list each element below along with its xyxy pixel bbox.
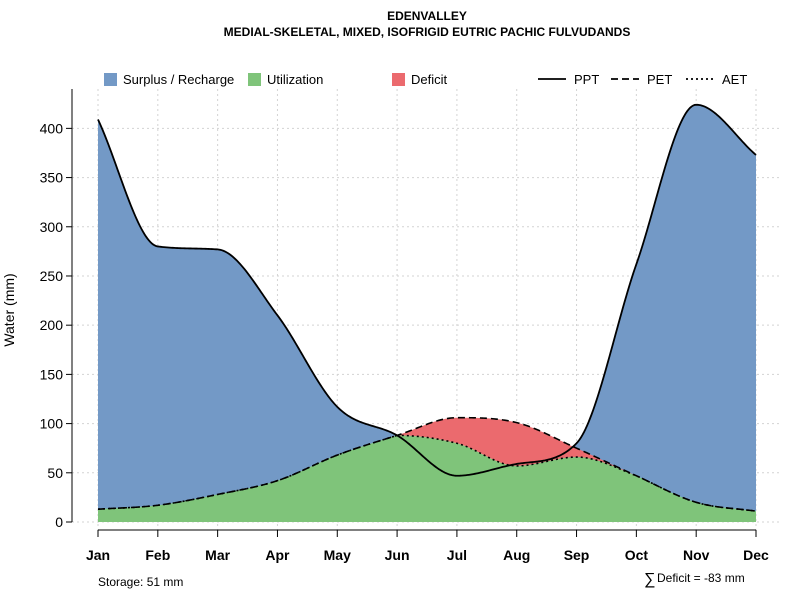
x-tick-label-mar: Mar xyxy=(205,547,230,563)
x-tick-label-jul: Jul xyxy=(447,547,467,563)
x-tick-label-may: May xyxy=(324,547,351,563)
x-tick-label-apr: Apr xyxy=(265,547,290,563)
x-tick-label-jun: Jun xyxy=(385,547,410,563)
y-tick-label-200: 200 xyxy=(40,317,64,333)
legend-swatch-surplus-recharge xyxy=(104,73,117,86)
storage-annotation: Storage: 51 mm xyxy=(98,575,183,589)
chart-subtitle: MEDIAL-SKELETAL, MIXED, ISOFRIGID EUTRIC… xyxy=(224,25,631,39)
legend-label-aet: AET xyxy=(722,72,747,87)
chart-title: EDENVALLEY xyxy=(387,9,467,23)
y-tick-label-300: 300 xyxy=(40,219,64,235)
legend-label-deficit: Deficit xyxy=(411,72,448,87)
legend-swatch-utilization xyxy=(248,73,261,86)
series-lines xyxy=(97,103,757,512)
x-tick-label-jan: Jan xyxy=(86,547,110,563)
x-tick-label-nov: Nov xyxy=(683,547,710,563)
legend-label-ppt: PPT xyxy=(574,72,599,87)
ppt-line xyxy=(97,103,757,477)
deficit-annotation: Deficit = -83 mm xyxy=(657,571,745,585)
y-tick-label-250: 250 xyxy=(40,268,64,284)
y-tick-label-100: 100 xyxy=(40,416,64,432)
y-axis-label: Water (mm) xyxy=(1,273,17,346)
axes: 0 50 100 150 200 250 300 350 400 Jan Feb Mar Apr May J… xyxy=(40,89,769,563)
x-tick-label-feb: Feb xyxy=(145,547,170,563)
legend-label-utilization: Utilization xyxy=(267,72,323,87)
y-tick-label-150: 150 xyxy=(40,366,64,382)
y-tick-label-50: 50 xyxy=(47,465,63,481)
x-tick-label-sep: Sep xyxy=(564,547,590,563)
surplus-recharge-area xyxy=(98,104,756,522)
y-tick-label-350: 350 xyxy=(40,170,64,186)
y-tick-label-0: 0 xyxy=(55,514,63,530)
x-tick-label-dec: Dec xyxy=(743,547,769,563)
legend-label-surplus-recharge: Surplus / Recharge xyxy=(123,72,234,87)
x-tick-label-oct: Oct xyxy=(625,547,649,563)
x-tick-label-aug: Aug xyxy=(503,547,530,563)
y-tick-label-400: 400 xyxy=(40,120,64,136)
legend: Surplus / Recharge Utilization Deficit PPT P… xyxy=(104,72,747,87)
area-fills xyxy=(98,104,756,522)
pet-line xyxy=(97,416,757,512)
deficit-area xyxy=(98,417,756,512)
sum-symbol: ∑ xyxy=(644,571,655,588)
legend-swatch-deficit xyxy=(392,73,405,86)
legend-label-pet: PET xyxy=(647,72,672,87)
utilization-area xyxy=(98,435,756,522)
